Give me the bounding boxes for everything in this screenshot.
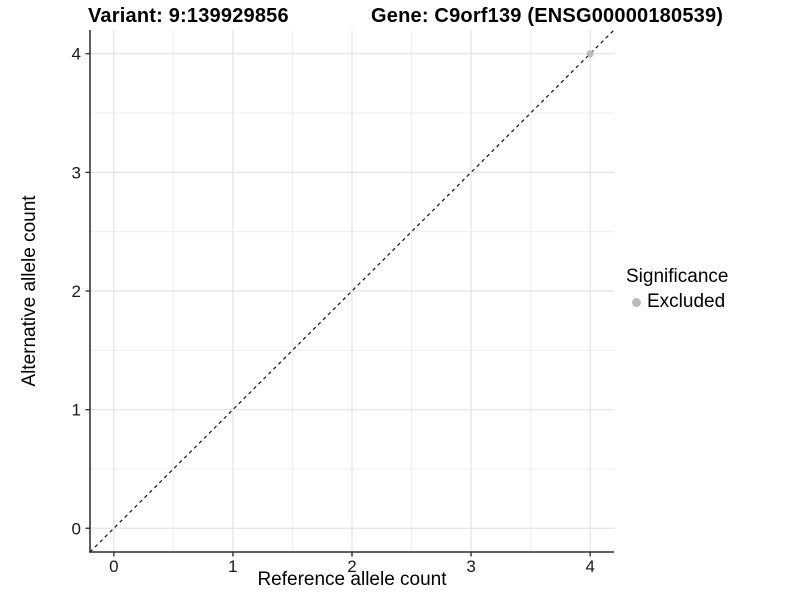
grid-major (90, 30, 614, 552)
x-tick-label: 1 (228, 557, 237, 576)
data-point-excluded (586, 50, 594, 58)
y-tick-label: 0 (72, 519, 81, 538)
y-axis-title: Alternative allele count (19, 195, 40, 387)
legend-title: Significance (626, 266, 729, 287)
data-points (586, 50, 594, 58)
legend: Significance Excluded (626, 266, 728, 313)
legend-item-excluded: Excluded (626, 291, 728, 313)
tick-labels: 0 1 2 3 4 0 1 2 3 4 (72, 45, 595, 576)
x-tick-label: 2 (347, 557, 356, 576)
gene-title: Gene: C9orf139 (ENSG00000180539) (371, 5, 724, 27)
x-tick-label: 0 (109, 557, 118, 576)
y-tick-label: 4 (72, 45, 81, 64)
y-tick-label: 3 (72, 163, 81, 182)
x-tick-label: 3 (466, 557, 475, 576)
y-tick-label: 1 (72, 401, 81, 420)
variant-title: Variant: 9:139929856 (88, 5, 289, 27)
legend-item-label: Excluded (647, 291, 726, 312)
y-tick-label: 2 (72, 282, 81, 301)
axis-ticks (85, 53, 591, 557)
excluded-dot-icon (632, 297, 641, 307)
x-tick-label: 4 (585, 557, 594, 576)
identity-reference-line (89, 29, 615, 553)
x-axis-title: Reference allele count (257, 569, 447, 590)
